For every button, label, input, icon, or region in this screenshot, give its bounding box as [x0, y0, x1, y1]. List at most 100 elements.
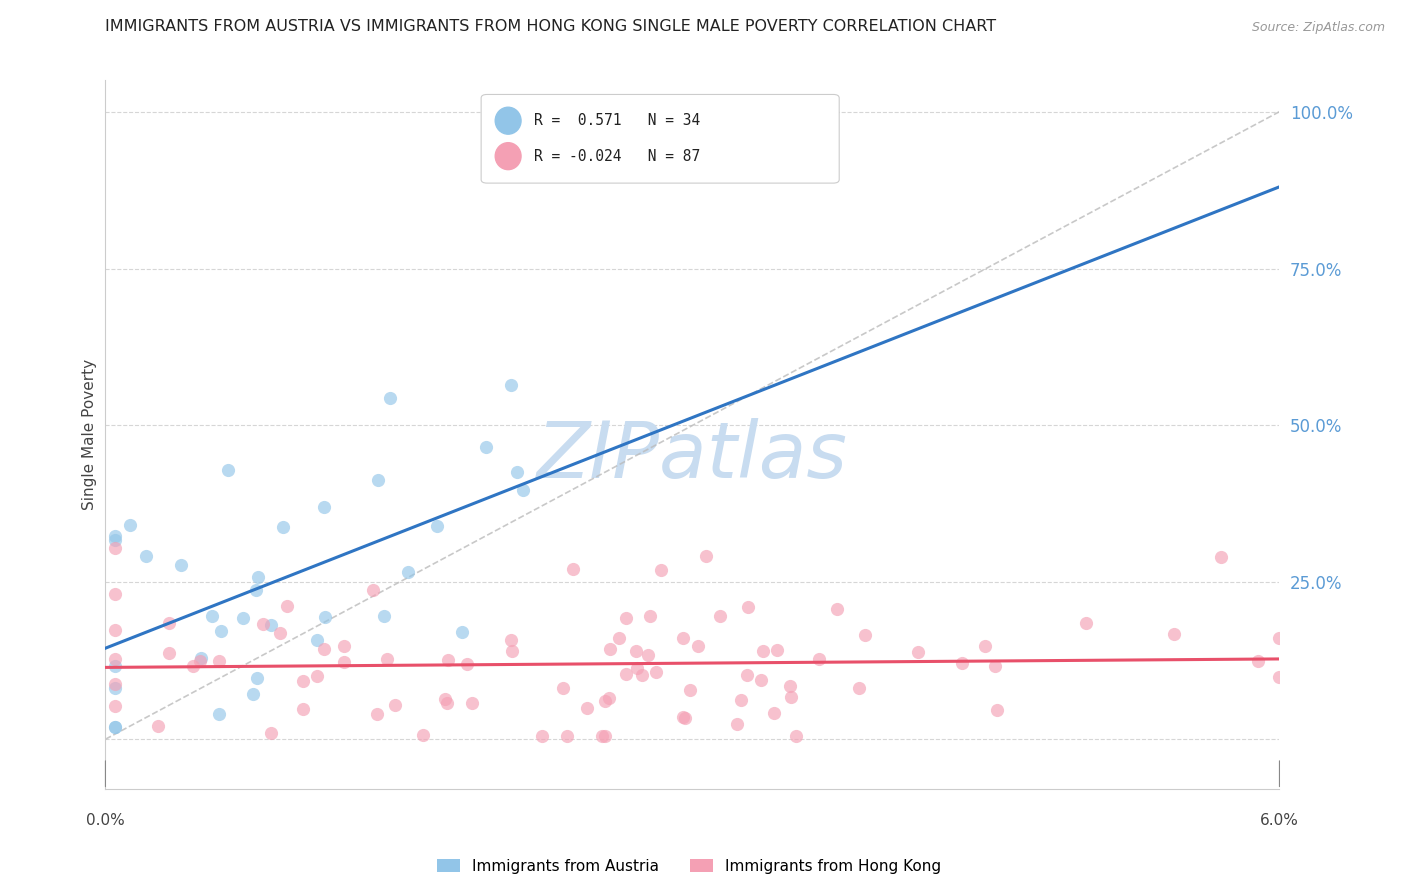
Point — [305, 633, 328, 648]
Text: 0.0%: 0.0% — [86, 814, 125, 828]
Text: Source: ZipAtlas.com: Source: ZipAtlas.com — [1251, 21, 1385, 34]
Point — [181, 658, 204, 673]
Ellipse shape — [495, 107, 522, 134]
Point — [673, 711, 696, 725]
Point — [986, 703, 1008, 717]
Point — [631, 668, 654, 682]
Point — [104, 533, 127, 547]
Point — [499, 378, 522, 392]
Point — [380, 391, 402, 405]
Point — [531, 729, 554, 743]
Point — [593, 693, 616, 707]
Point — [576, 701, 599, 715]
Point — [314, 500, 336, 515]
Point — [245, 582, 267, 597]
Point — [367, 473, 389, 487]
Point — [201, 608, 224, 623]
Point — [765, 643, 787, 657]
Point — [188, 654, 211, 668]
Point — [779, 679, 801, 693]
Y-axis label: Single Male Poverty: Single Male Poverty — [82, 359, 97, 510]
Point — [292, 701, 315, 715]
Point — [562, 562, 585, 576]
Point — [104, 652, 127, 666]
Point — [595, 729, 617, 743]
Point — [412, 728, 434, 742]
Point — [269, 625, 291, 640]
Point — [762, 706, 785, 720]
Point — [557, 729, 579, 743]
Point — [624, 644, 647, 658]
Point — [260, 726, 283, 740]
Point — [1268, 631, 1291, 645]
Point — [1268, 670, 1291, 684]
Point — [146, 719, 169, 733]
Text: 6.0%: 6.0% — [1260, 814, 1299, 828]
Point — [672, 710, 695, 724]
Point — [104, 623, 127, 637]
Point — [735, 668, 758, 682]
Point — [456, 657, 478, 671]
Point — [598, 691, 620, 706]
Point — [373, 608, 395, 623]
Point — [461, 696, 484, 710]
Point — [752, 644, 775, 658]
Point — [512, 483, 534, 498]
Point — [1163, 627, 1185, 641]
Point — [361, 582, 384, 597]
Point — [246, 671, 269, 685]
Point — [252, 617, 274, 632]
Point — [451, 624, 474, 639]
Point — [848, 681, 870, 695]
Point — [785, 729, 807, 743]
Point — [506, 465, 529, 479]
Point — [276, 599, 298, 613]
Point — [591, 729, 613, 743]
Point — [599, 642, 621, 657]
Text: ZIPatlas: ZIPatlas — [537, 418, 848, 494]
Point — [104, 699, 127, 714]
Point — [209, 624, 232, 639]
Point — [614, 666, 637, 681]
Point — [737, 599, 759, 614]
Point — [650, 563, 672, 577]
Point — [135, 549, 157, 563]
Point — [314, 609, 336, 624]
Point — [501, 633, 523, 648]
Point — [426, 519, 449, 533]
Point — [638, 608, 661, 623]
Point — [232, 610, 254, 624]
Point — [637, 648, 659, 663]
Point — [333, 639, 356, 653]
Point — [104, 681, 127, 696]
Point — [104, 676, 127, 690]
Point — [709, 609, 731, 624]
Point — [217, 463, 239, 477]
Point — [644, 665, 666, 679]
Point — [104, 529, 127, 543]
Point — [104, 720, 127, 734]
Point — [1076, 615, 1098, 630]
Point — [1209, 550, 1232, 565]
Point — [366, 706, 388, 721]
Point — [104, 720, 127, 734]
FancyBboxPatch shape — [481, 95, 839, 183]
Point — [157, 646, 180, 660]
Point — [292, 674, 315, 689]
Point — [730, 693, 752, 707]
Point — [607, 631, 630, 645]
Ellipse shape — [495, 143, 522, 169]
Point — [1247, 654, 1270, 668]
Point — [333, 655, 356, 669]
Point — [157, 616, 180, 631]
Point — [749, 673, 772, 687]
Point — [208, 706, 231, 721]
Point — [808, 652, 831, 666]
Point — [314, 642, 336, 657]
Point — [384, 698, 406, 712]
Point — [190, 651, 212, 665]
Point — [170, 558, 193, 572]
Text: R =  0.571   N = 34: R = 0.571 N = 34 — [534, 113, 700, 128]
Point — [242, 687, 264, 701]
Point — [614, 611, 637, 625]
